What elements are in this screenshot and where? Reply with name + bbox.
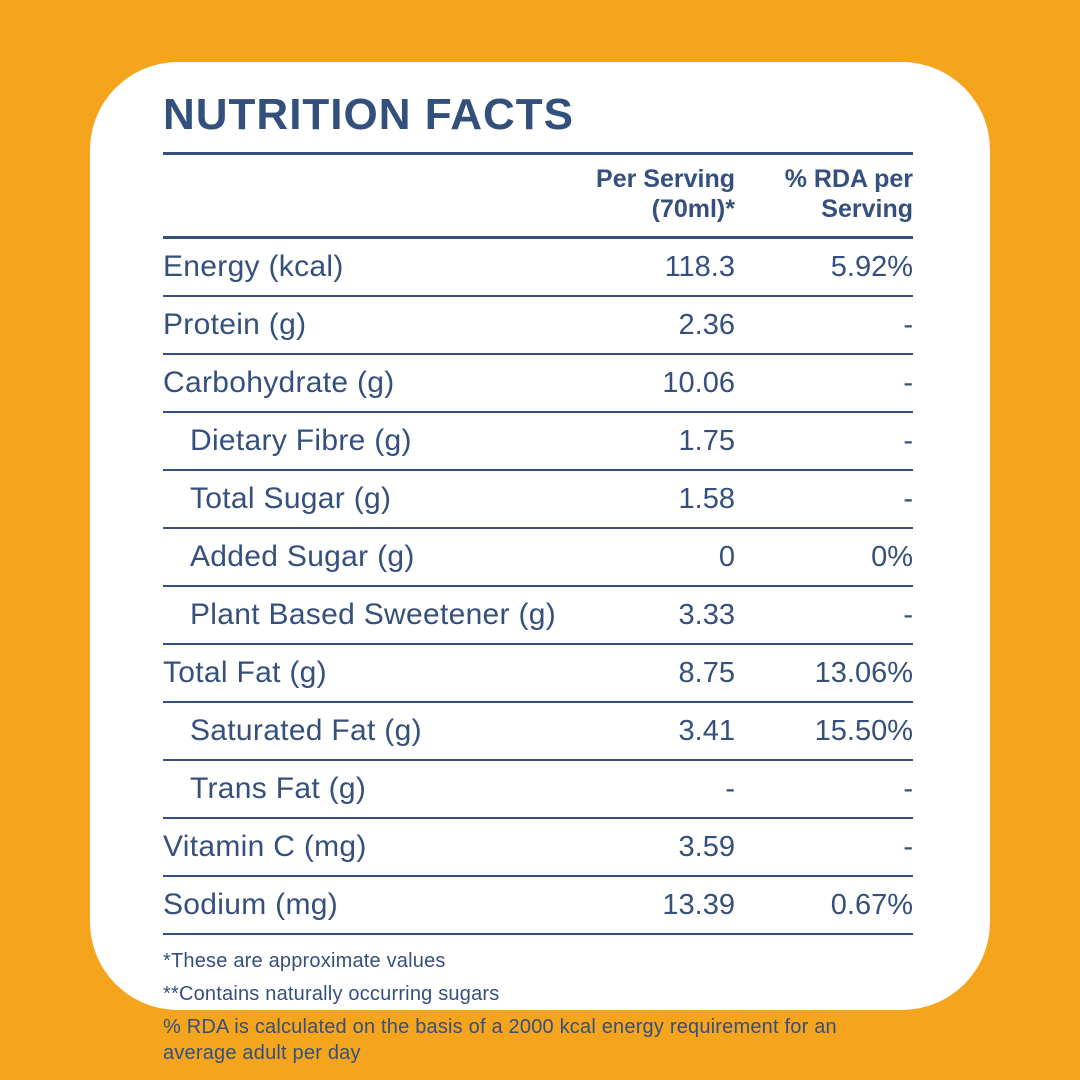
row-rda-value: - xyxy=(903,482,913,515)
column-header-rda-line2: Serving xyxy=(821,194,913,223)
footnotes: *These are approximate values **Contains… xyxy=(163,948,913,1066)
nutrition-facts-card: NUTRITION FACTS Per Serving (70ml)* % RD… xyxy=(90,62,990,1064)
row-trans-fat: Trans Fat (g) - - xyxy=(163,761,913,820)
footnote-rda-basis: % RDA is calculated on the basis of a 20… xyxy=(163,1016,837,1065)
row-label: Energy (kcal) xyxy=(163,250,344,284)
row-per-serving-value: 3.41 xyxy=(678,714,735,747)
row-plant-based-sweetener: Plant Based Sweetener (g) 3.33 - xyxy=(163,587,913,646)
row-per-serving-value: 3.33 xyxy=(678,598,735,631)
row-vitamin-c: Vitamin C (mg) 3.59 - xyxy=(163,819,913,878)
column-header-rda: % RDA per Serving xyxy=(735,165,913,224)
column-header-per-serving-line1: Per Serving xyxy=(596,165,735,194)
row-added-sugar: Added Sugar (g) 0 0% xyxy=(163,529,913,588)
row-rda-value: - xyxy=(903,424,913,457)
row-rda-value: - xyxy=(903,366,913,399)
row-rda-value: 5.92% xyxy=(830,250,913,283)
row-per-serving-value: 10.06 xyxy=(662,366,735,399)
row-per-serving-value: 8.75 xyxy=(678,656,735,689)
row-rda-value: 15.50% xyxy=(814,714,913,747)
row-per-serving-value: 3.59 xyxy=(678,830,735,863)
row-label: Saturated Fat (g) xyxy=(190,714,422,748)
row-saturated-fat: Saturated Fat (g) 3.41 15.50% xyxy=(163,703,913,762)
row-per-serving-value: 118.3 xyxy=(664,250,735,283)
page-title: NUTRITION FACTS xyxy=(163,84,913,156)
row-label: Plant Based Sweetener (g) xyxy=(190,598,557,632)
row-label: Total Fat (g) xyxy=(163,656,327,690)
column-header-rda-line1: % RDA per xyxy=(784,165,913,194)
row-rda-value: - xyxy=(903,830,913,863)
row-label: Protein (g) xyxy=(163,308,307,342)
row-per-serving-value: 1.58 xyxy=(678,482,735,515)
row-label: Vitamin C (mg) xyxy=(163,830,367,864)
row-per-serving-value: 2.36 xyxy=(678,308,735,341)
row-sodium: Sodium (mg) 13.39 0.67% xyxy=(163,877,913,936)
row-total-fat: Total Fat (g) 8.75 13.06% xyxy=(163,645,913,704)
column-header-per-serving-line2: (70ml)* xyxy=(651,194,735,223)
row-label: Added Sugar (g) xyxy=(190,540,415,574)
footnote-approximate-values: *These are approximate values xyxy=(163,950,446,973)
row-carbohydrate: Carbohydrate (g) 10.06 - xyxy=(163,355,913,414)
footnote-naturally-occurring-sugars: **Contains naturally occurring sugars xyxy=(163,983,500,1006)
row-rda-value: 0.67% xyxy=(830,888,913,921)
row-per-serving-value: 0 xyxy=(718,540,735,573)
row-per-serving-value: 1.75 xyxy=(678,424,735,457)
row-rda-value: - xyxy=(903,772,913,805)
row-rda-value: 0% xyxy=(871,540,913,573)
row-protein: Protein (g) 2.36 - xyxy=(163,297,913,356)
row-label: Carbohydrate (g) xyxy=(163,366,395,400)
row-rda-value: - xyxy=(903,598,913,631)
row-total-sugar: Total Sugar (g) 1.58 - xyxy=(163,471,913,530)
row-per-serving-value: - xyxy=(725,772,735,805)
row-per-serving-value: 13.39 xyxy=(662,888,735,921)
row-label: Dietary Fibre (g) xyxy=(190,424,412,458)
column-header-per-serving: Per Serving (70ml)* xyxy=(575,165,735,224)
row-energy: Energy (kcal) 118.3 5.92% xyxy=(163,239,913,298)
row-rda-value: - xyxy=(903,308,913,341)
table-header-row: Per Serving (70ml)* % RDA per Serving xyxy=(163,155,913,240)
row-dietary-fibre: Dietary Fibre (g) 1.75 - xyxy=(163,413,913,472)
row-label: Sodium (mg) xyxy=(163,888,339,922)
row-label: Trans Fat (g) xyxy=(190,772,367,806)
row-rda-value: 13.06% xyxy=(814,656,913,689)
row-label: Total Sugar (g) xyxy=(190,482,392,516)
